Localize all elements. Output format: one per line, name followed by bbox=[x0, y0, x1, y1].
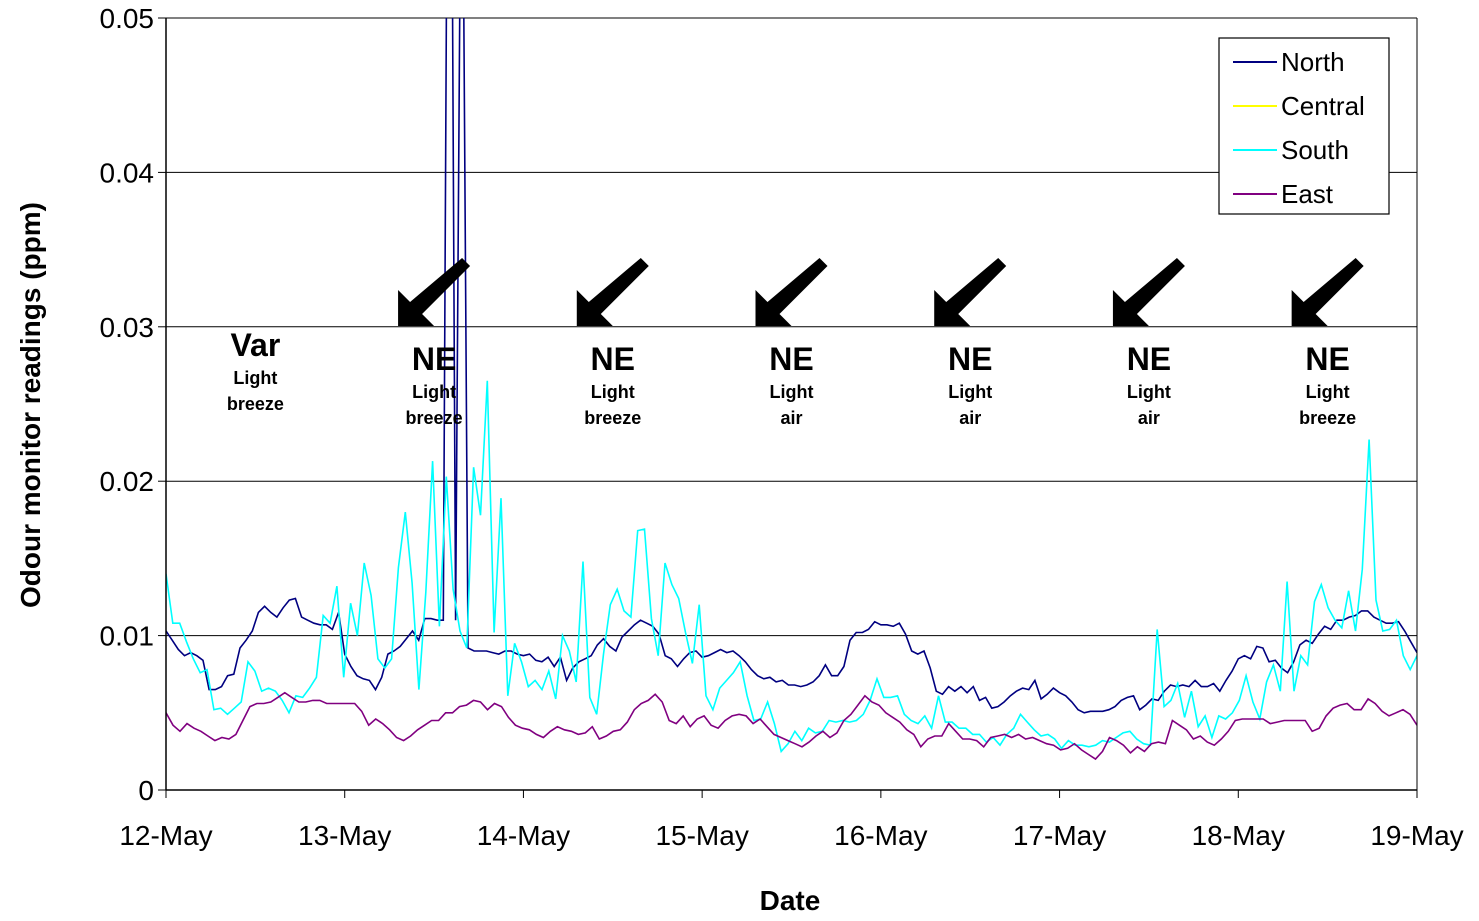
wind-arrow-icon bbox=[576, 258, 649, 326]
y-axis-title: Odour monitor readings (ppm) bbox=[15, 202, 46, 608]
wind-strength-label: air bbox=[1138, 408, 1160, 428]
wind-direction-label: NE bbox=[1127, 341, 1171, 377]
wind-arrow-icon bbox=[1112, 258, 1185, 326]
wind-strength-label: breeze bbox=[227, 394, 284, 414]
wind-direction-label: NE bbox=[591, 341, 635, 377]
wind-strength-label: breeze bbox=[1299, 408, 1356, 428]
wind-strength-label: air bbox=[959, 408, 981, 428]
legend-label-central: Central bbox=[1281, 91, 1365, 121]
x-tick-label: 19-May bbox=[1370, 820, 1463, 851]
x-tick-label: 14-May bbox=[477, 820, 570, 851]
series-line-east bbox=[166, 691, 1417, 761]
wind-strength-label: Light bbox=[1306, 382, 1350, 402]
wind-strength-label: air bbox=[780, 408, 802, 428]
y-tick-label: 0.04 bbox=[100, 157, 155, 188]
x-tick-label: 12-May bbox=[119, 820, 212, 851]
x-tick-label: 13-May bbox=[298, 820, 391, 851]
wind-arrow-icon bbox=[755, 258, 828, 326]
wind-direction-label: NE bbox=[1305, 341, 1349, 377]
plot-series bbox=[166, 18, 1417, 761]
y-tick-label: 0.05 bbox=[100, 3, 155, 34]
x-tick-label: 16-May bbox=[834, 820, 927, 851]
legend-box bbox=[1218, 37, 1390, 215]
wind-annotations: Var Light breeze NE Light breeze NE Light breeze… bbox=[227, 258, 1364, 428]
series-line-north bbox=[166, 18, 1417, 714]
wind-strength-label: Light bbox=[591, 382, 635, 402]
y-tick-label: 0.02 bbox=[100, 466, 155, 497]
wind-direction-label: NE bbox=[948, 341, 992, 377]
wind-arrow-icon bbox=[934, 258, 1007, 326]
series-line-south bbox=[166, 380, 1417, 754]
x-tick-label: 17-May bbox=[1013, 820, 1106, 851]
y-tick-label: 0.01 bbox=[100, 621, 155, 652]
axes: 0 0.01 0.02 0.03 0.04 0.05 12-May 13-May 14-May 1… bbox=[100, 3, 1464, 851]
wind-strength-label: Light bbox=[412, 382, 456, 402]
legend-label-north: North bbox=[1281, 47, 1345, 77]
gridlines bbox=[166, 17, 1417, 637]
legend-label-south: South bbox=[1281, 135, 1349, 165]
wind-arrow-icon bbox=[1291, 258, 1364, 326]
wind-direction-label: NE bbox=[412, 341, 456, 377]
wind-strength-label: breeze bbox=[406, 408, 463, 428]
legend-label-east: East bbox=[1281, 179, 1334, 209]
wind-strength-label: Light bbox=[770, 382, 814, 402]
wind-strength-label: breeze bbox=[584, 408, 641, 428]
wind-direction-label: Var bbox=[230, 327, 280, 363]
y-tick-label: 0.03 bbox=[100, 312, 155, 343]
y-tick-label: 0 bbox=[138, 775, 154, 806]
legend: North Central South East bbox=[1218, 37, 1390, 215]
x-tick-label: 18-May bbox=[1192, 820, 1285, 851]
wind-direction-label: NE bbox=[769, 341, 813, 377]
x-tick-label: 15-May bbox=[655, 820, 748, 851]
wind-arrow-icon bbox=[398, 258, 471, 326]
wind-strength-label: Light bbox=[1127, 382, 1171, 402]
wind-strength-label: Light bbox=[233, 368, 277, 388]
wind-strength-label: Light bbox=[948, 382, 992, 402]
x-axis-title: Date bbox=[760, 885, 821, 916]
